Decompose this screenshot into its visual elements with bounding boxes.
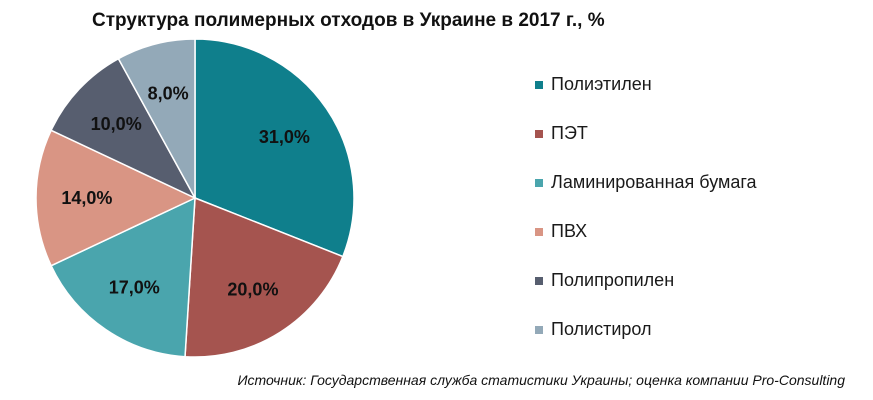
pie-slice-6: [117, 38, 196, 199]
chart-legend: Полиэтилен ПЭТ Ламинированная бумага ПВХ Пол…: [535, 60, 855, 354]
legend-swatch: [535, 227, 543, 236]
legend-item: Ламинированная бумага: [535, 158, 855, 207]
pie-slice-3: [50, 196, 196, 358]
data-label-5: 10,0%: [91, 114, 142, 134]
legend-item: Полипропилен: [535, 256, 855, 305]
data-label-4: 14,0%: [61, 188, 112, 208]
legend-swatch: [535, 325, 543, 334]
pie-slice-4: [35, 129, 197, 267]
pie-slice-2: [184, 196, 344, 358]
legend-item: Полистирол: [535, 305, 855, 354]
legend-label: Полистирол: [551, 319, 652, 339]
legend-item: ПВХ: [535, 207, 855, 256]
legend-label: ПВХ: [551, 221, 588, 241]
pie-slice-1: [194, 38, 355, 258]
legend-label: Полипропилен: [551, 270, 675, 290]
pie-slice-5: [50, 57, 197, 200]
legend-item: ПЭТ: [535, 109, 855, 158]
data-label-1: 31,0%: [259, 127, 310, 147]
legend-swatch: [535, 178, 543, 187]
legend-swatch: [535, 129, 543, 138]
legend-swatch: [535, 276, 543, 285]
source-note: Источник: Государственная служба статист…: [237, 372, 846, 388]
legend-item: Полиэтилен: [535, 60, 855, 109]
legend-label: Полиэтилен: [551, 74, 652, 94]
legend-swatch: [535, 80, 543, 89]
data-label-6: 8,0%: [148, 83, 189, 103]
data-label-3: 17,0%: [109, 277, 160, 297]
chart-title: Структура полимерных отходов в Украине в…: [92, 10, 605, 31]
data-label-2: 20,0%: [227, 279, 278, 299]
legend-label: Ламинированная бумага: [551, 172, 757, 192]
legend-label: ПЭТ: [551, 123, 588, 143]
